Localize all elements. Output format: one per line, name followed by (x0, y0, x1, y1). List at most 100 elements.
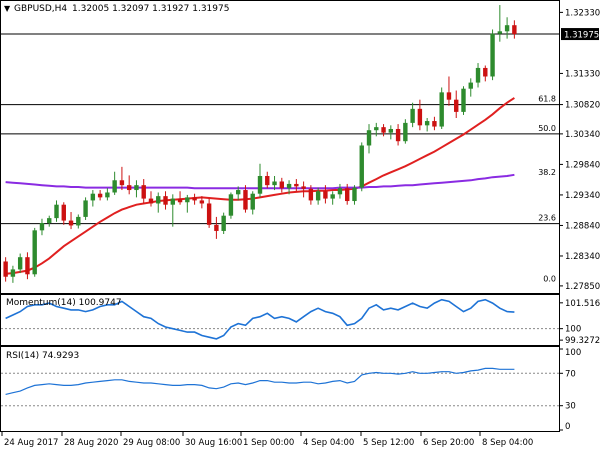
candle (417, 99, 423, 131)
candle (177, 191, 183, 205)
candle-body (265, 176, 270, 186)
time-tick-label: 29 Aug 08:00 (123, 438, 180, 448)
collapse-arrow-icon[interactable]: ▼ (4, 4, 11, 13)
candle-body (76, 216, 81, 226)
price-tick-label: 1.29840 (565, 160, 600, 170)
candle-body (83, 200, 88, 217)
candle (512, 20, 517, 39)
candle-body (3, 261, 8, 277)
candle-body (294, 183, 299, 187)
candle (475, 63, 481, 88)
price-tick-label: 1.32330 (565, 8, 600, 18)
candle-body (54, 204, 59, 219)
fib-level-label: 0.0 (543, 275, 556, 284)
price-pane-frame (0, 0, 560, 294)
rsi-tick-label: 100 (565, 348, 581, 358)
candle-body (461, 88, 466, 112)
time-tick-label: 6 Sep 20:00 (423, 438, 474, 448)
candle (337, 183, 343, 199)
fib-level-label: 61.8 (538, 95, 556, 104)
time-tick-label: 8 Sep 04:00 (482, 438, 533, 448)
rsi-plot: 100 70 30 0 (1, 348, 581, 432)
time-tick-label: 24 Aug 2017 (4, 438, 58, 448)
candle (192, 193, 197, 205)
candle (156, 192, 161, 213)
candle-body (432, 121, 437, 127)
candle (206, 198, 212, 228)
time-tick-label: 4 Sep 04:00 (303, 438, 354, 448)
candle-body (417, 108, 423, 126)
candle (461, 86, 466, 115)
candle-body (504, 25, 510, 32)
candle-body (250, 193, 255, 210)
candle (432, 116, 437, 131)
price-tick-label: 1.30340 (565, 130, 600, 140)
candle (134, 180, 139, 198)
candle (272, 176, 277, 191)
candle-body (119, 180, 125, 186)
candle (163, 191, 168, 210)
candle-body (39, 223, 45, 231)
candle (185, 194, 190, 213)
candle-body (148, 198, 154, 204)
momentum-tick-label: 100 (565, 325, 581, 335)
candle (199, 196, 205, 209)
price-axis: 1.32330 1.31975 1.31330 1.30820 1.30340 1.298… (559, 8, 600, 292)
price-tick-label: 1.28340 (565, 252, 600, 262)
candle (330, 191, 335, 205)
candle (286, 180, 292, 195)
ohlc-values: 1.32005 1.32097 1.31927 1.31975 (72, 4, 229, 14)
candle (10, 265, 16, 283)
time-axis: 24 Aug 2017 28 Aug 2020 29 Aug 08:00 30 Aug… (1, 431, 533, 448)
candle-body (17, 257, 23, 270)
candle (424, 118, 430, 132)
candle (141, 179, 146, 204)
candle-body (199, 200, 205, 204)
candle-body (337, 188, 343, 195)
candle (3, 257, 8, 282)
candle-body (301, 186, 306, 189)
candle (279, 177, 285, 193)
candle-body (366, 130, 372, 146)
rsi-tick-label: 0 (565, 422, 570, 432)
candle (90, 190, 96, 207)
candle-body (134, 185, 139, 191)
time-tick-label: 1 Sep 00:00 (243, 438, 294, 448)
rsi-pane-frame (0, 346, 560, 432)
candle (315, 187, 321, 205)
candle-body (221, 215, 226, 231)
candle (170, 194, 175, 227)
fib-level-label: 23.6 (538, 214, 556, 223)
candle-body (454, 99, 459, 112)
price-tick-label: 1.31330 (565, 69, 600, 79)
candle-body (25, 257, 30, 275)
candle (308, 185, 314, 205)
fib-level-label: 38.2 (538, 168, 556, 177)
candle-body (90, 193, 96, 201)
candle (47, 215, 52, 227)
candle (395, 124, 401, 146)
candle (497, 5, 503, 42)
candle-body (170, 198, 175, 205)
candle-body (475, 67, 481, 83)
candle (221, 212, 226, 234)
candle-body (483, 67, 488, 77)
candle-body (439, 92, 444, 127)
candle (228, 192, 234, 219)
candle-body (381, 127, 386, 133)
price-tick-label: 1.29340 (565, 191, 600, 201)
candle-body (185, 197, 190, 203)
price-tick-label: 1.30820 (565, 101, 600, 111)
candle-body (206, 203, 212, 225)
candle (25, 252, 30, 280)
price-tick-label: 1.28840 (565, 221, 600, 231)
candle-body (345, 188, 350, 202)
candle-body (374, 127, 379, 131)
candle (39, 218, 45, 236)
candle-body (424, 121, 430, 126)
candle-body (403, 122, 408, 142)
candle-body (235, 190, 241, 195)
candle (68, 212, 74, 230)
candle-body (214, 224, 219, 231)
